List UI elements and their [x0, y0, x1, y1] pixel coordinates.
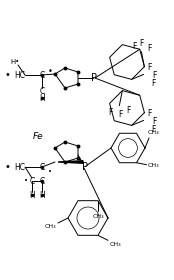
Text: F: F	[126, 106, 130, 115]
Text: F: F	[108, 108, 113, 117]
Text: P: P	[82, 162, 88, 172]
Text: F: F	[132, 42, 137, 51]
Text: F: F	[148, 63, 152, 72]
Text: F: F	[152, 125, 156, 134]
Text: F: F	[147, 44, 152, 53]
Text: CH₃: CH₃	[92, 214, 104, 219]
Text: HC: HC	[14, 162, 25, 171]
Text: CH₃: CH₃	[147, 130, 159, 134]
Text: F: F	[139, 39, 144, 48]
Text: F: F	[152, 79, 156, 88]
Text: •: •	[4, 70, 10, 80]
Text: •: •	[48, 67, 52, 76]
Text: C: C	[39, 162, 45, 171]
Text: CH₃: CH₃	[148, 163, 159, 168]
Text: C: C	[39, 176, 45, 186]
Polygon shape	[58, 161, 83, 163]
Text: F: F	[148, 109, 152, 118]
Text: C: C	[39, 71, 45, 80]
Text: C: C	[29, 176, 35, 186]
Text: Fe: Fe	[33, 132, 43, 141]
Text: F: F	[118, 110, 122, 119]
Text: H: H	[39, 190, 45, 199]
Text: F: F	[152, 71, 157, 80]
Text: •: •	[24, 178, 28, 184]
Text: •: •	[4, 162, 10, 172]
Text: F: F	[152, 117, 157, 126]
Text: •: •	[48, 169, 52, 175]
Text: H: H	[39, 94, 45, 102]
Text: P: P	[91, 73, 97, 83]
Text: C: C	[39, 87, 45, 95]
Text: CH₃: CH₃	[44, 225, 56, 230]
Text: HC: HC	[14, 71, 25, 80]
Text: H: H	[29, 190, 35, 199]
Text: CH₃: CH₃	[109, 242, 121, 247]
Text: H•: H•	[10, 59, 20, 65]
